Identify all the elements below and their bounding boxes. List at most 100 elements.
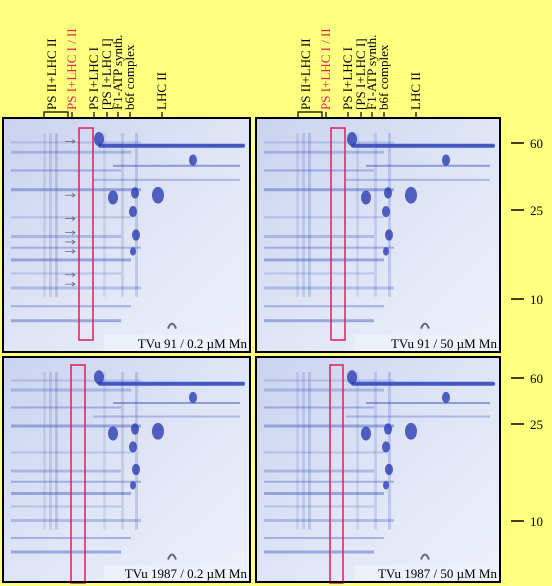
caption: TVu 1987 / 50 µM Mn [378,566,498,581]
panel-frame [255,117,501,353]
band [264,379,394,382]
band [264,406,374,409]
smear [420,553,430,560]
band [11,379,141,382]
lane-label: PS I+LHC I [86,47,101,110]
band [264,286,394,290]
panel-frame [2,356,251,583]
band [11,188,141,192]
band [264,141,394,144]
lane-label: LHC II [154,72,169,110]
arrow [65,230,76,235]
lane [302,133,305,297]
spot [94,132,104,147]
lane [43,372,46,530]
band [264,469,374,473]
spot [130,481,136,490]
lane [388,133,391,297]
band [113,164,240,167]
gel [256,357,500,582]
spot [129,441,137,453]
spot [405,422,417,440]
band [11,319,121,323]
band [264,388,384,392]
spot [108,426,118,441]
caption-bg [104,335,248,351]
spot [405,186,417,204]
band [11,272,121,275]
lane [296,372,299,530]
bracket [297,111,323,119]
band [11,406,121,409]
arrow [65,192,76,198]
lane [121,133,124,297]
lane-label: PS II+LHC II [44,38,59,110]
band [351,143,495,148]
band [264,424,394,428]
lane-label: [PS I+LHC I] [353,38,368,110]
lane-label: PS I+LHC I / II [318,28,333,110]
band [11,550,121,554]
arrow [65,216,76,221]
lane [43,133,46,297]
spot [383,481,389,490]
band [11,480,141,483]
band [264,235,374,238]
band [11,150,131,154]
spot [384,187,392,199]
caption: TVu 1987 / 0.2 µM Mn [125,566,248,581]
spot [383,247,389,256]
spot [131,423,139,435]
band [11,258,131,262]
spot [385,463,393,476]
lane-label: PS I+LHC I [340,47,355,110]
band [264,216,384,219]
band [11,424,141,428]
lane [308,133,311,297]
band [11,169,121,172]
lane-label: LHC II [408,72,423,110]
spot [94,370,104,385]
lane [356,372,359,530]
band [366,164,490,167]
caption-bg [354,565,498,581]
gel-panel: TVu 91 / 0.2 µM Mn [2,117,251,353]
band [264,550,374,554]
lane [374,372,377,530]
smear [420,322,430,329]
band [346,178,490,181]
band [93,178,240,181]
arrow [65,281,76,287]
spot [108,190,118,205]
spot [132,229,140,241]
smear [167,322,177,329]
lane [49,372,52,530]
band [264,272,374,275]
band [351,381,495,386]
band [113,402,240,404]
band [93,415,240,418]
band [11,305,131,308]
band [264,246,394,249]
spot [442,391,450,404]
band [11,519,141,522]
gel-panel: TVu 1987 / 50 µM Mn [255,356,501,584]
spot [152,186,164,204]
lane-label: F1-ATP synth. [364,35,379,110]
marker-label: 10 [530,292,543,307]
gel [256,118,500,352]
band [264,258,384,262]
lane [121,372,124,530]
caption-bg [104,565,248,581]
lane [302,372,305,530]
band [11,235,121,238]
lane [55,372,58,530]
spot [347,132,357,147]
lane-label: b6f complex [122,44,137,110]
marker-label: 10 [530,514,543,529]
lane-label: [PS I+LHC I] [99,38,114,110]
band [11,505,121,508]
spot [442,154,450,166]
caption: TVu 91 / 50 µM Mn [391,336,498,351]
gel [3,357,250,582]
